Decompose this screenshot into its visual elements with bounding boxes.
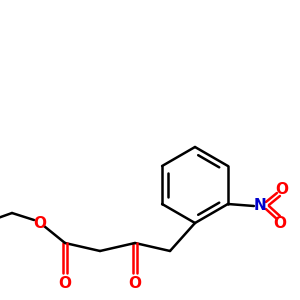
Text: O: O xyxy=(34,215,46,230)
Text: O: O xyxy=(128,275,142,290)
Text: O: O xyxy=(273,217,286,232)
Text: O: O xyxy=(275,182,288,197)
Text: O: O xyxy=(58,275,71,290)
Text: N: N xyxy=(254,199,266,214)
